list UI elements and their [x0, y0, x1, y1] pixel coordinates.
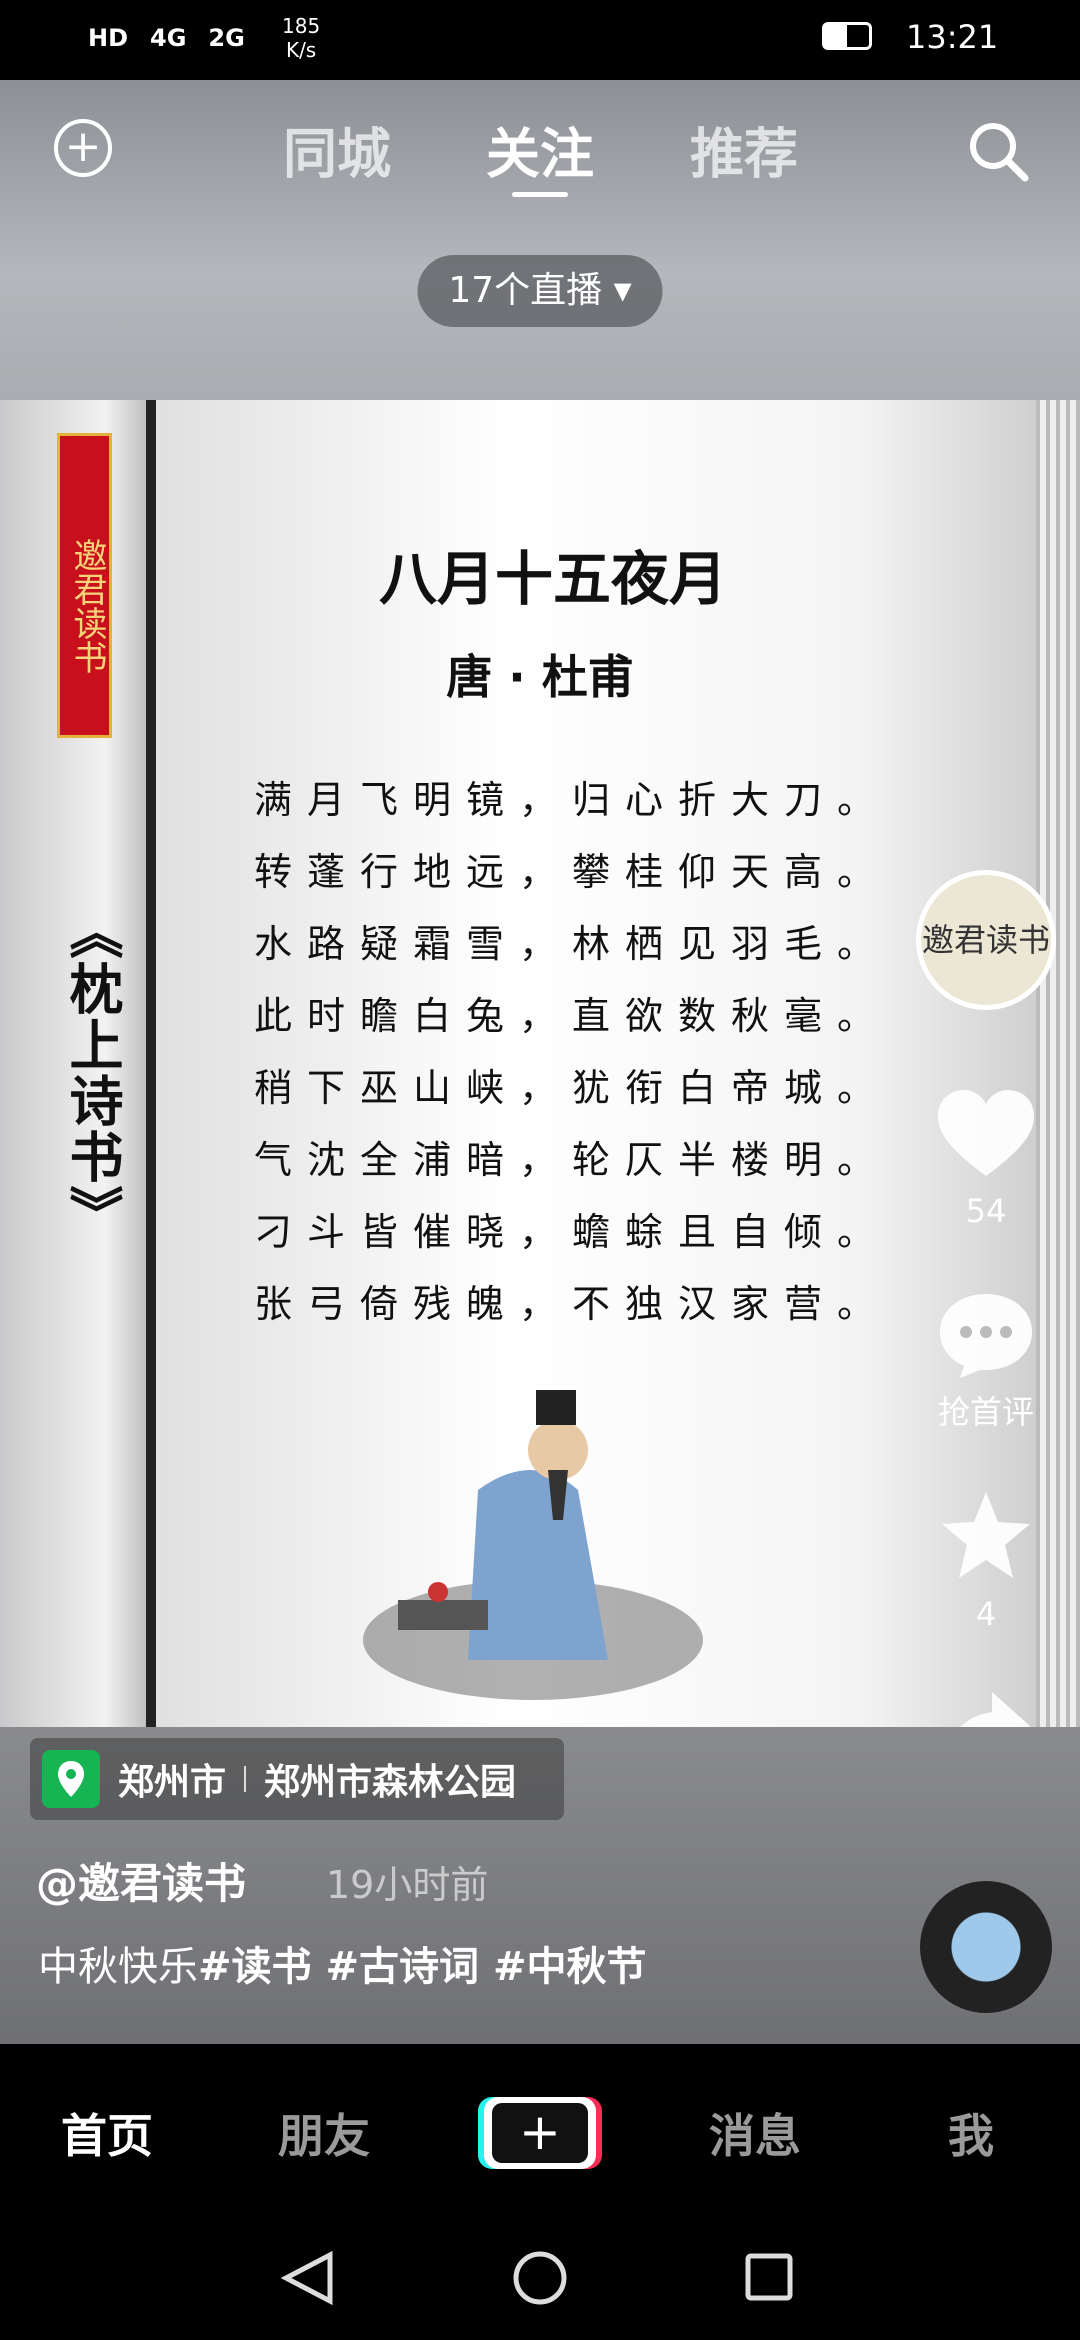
avatar-text: 邀君读书: [922, 921, 1051, 959]
tab-active[interactable]: 关注: [486, 122, 594, 186]
add-button[interactable]: +: [54, 119, 112, 177]
page-edge: [1036, 400, 1080, 1727]
tab[interactable]: 同城: [283, 122, 391, 186]
poem-page: [156, 400, 1036, 1727]
hashtag[interactable]: #读书: [198, 1944, 312, 1990]
poem-line: 此时瞻白兔，直欲数秋毫。: [254, 994, 891, 1038]
live-pill[interactable]: 17个直播 ▾: [417, 255, 663, 327]
music-disc[interactable]: [920, 1881, 1052, 2013]
avatar[interactable]: 邀君读书: [916, 870, 1056, 1010]
posted-time: 19小时前: [326, 1863, 489, 1907]
location-pill[interactable]: 郑州市 郑州市森林公园: [30, 1738, 564, 1820]
comment-label: 抢首评: [937, 1393, 1035, 1431]
nav-home[interactable]: 首页: [61, 2109, 153, 2163]
nav-me[interactable]: 我: [948, 2109, 994, 2163]
signal-icons: HD 4G 2G: [88, 24, 245, 52]
poem-line: 稍下巫山峡，犹衔白帝城。: [254, 1066, 891, 1110]
tab[interactable]: 推荐: [690, 122, 798, 186]
clock: 13:21: [906, 18, 999, 56]
poem-line: 气沈全浦暗，轮仄半楼明。: [254, 1138, 891, 1182]
net-2g: 2G: [208, 24, 245, 52]
hashtag[interactable]: #古诗词: [325, 1944, 480, 1990]
username[interactable]: @邀君读书: [36, 1859, 247, 1908]
search-icon[interactable]: [965, 118, 1031, 184]
tab-indicator: [512, 192, 568, 197]
live-count: 17个直播: [448, 270, 603, 311]
create-plus: +: [492, 2103, 588, 2163]
status-bar: [0, 0, 1080, 80]
location-icon: [42, 1750, 100, 1808]
poem-line: 满月飞明镜，归心折大刀。: [254, 778, 891, 822]
speed-value: 185: [282, 14, 321, 38]
create-button[interactable]: +: [484, 2097, 596, 2169]
battery: [822, 22, 872, 50]
speed-unit: K/s: [285, 38, 317, 62]
hd: HD: [88, 24, 129, 52]
poem-lines: 满月飞明镜，归心折大刀。 转蓬行地远，攀桂仰天高。 水路疑霜雪，林栖见羽毛。 此时瞻白…: [254, 764, 890, 1340]
system-nav: [280, 2250, 793, 2306]
back-button[interactable]: [280, 2250, 333, 2306]
poem-line: 水路疑霜雪，林栖见羽毛。: [254, 922, 891, 966]
comment-icon[interactable]: [938, 1290, 1034, 1380]
like-count: 54: [965, 1192, 1007, 1230]
caption-text: 中秋快乐: [38, 1944, 198, 1990]
nav-messages[interactable]: 消息: [709, 2109, 801, 2163]
location-city: 郑州市: [118, 1762, 227, 1803]
like-icon[interactable]: [938, 1090, 1034, 1180]
red-banner: 邀君读书: [57, 433, 112, 738]
battery-level: [825, 25, 847, 47]
home-button[interactable]: [513, 2251, 567, 2305]
speed: 185 K/s: [282, 14, 320, 62]
poem-line: 转蓬行地远，攀桂仰天高。: [254, 850, 891, 894]
favorite-count: 4: [975, 1595, 997, 1633]
poet-illustration: [363, 1390, 703, 1700]
poem-title: 八月十五夜月: [378, 545, 728, 613]
top-background: [0, 80, 1080, 400]
divider: [244, 1766, 247, 1792]
panel-edge: [146, 400, 156, 1727]
poem-line: 刁斗皆催晓，蟾蜍且自倾。: [254, 1210, 891, 1254]
poem-author: 唐 · 杜甫: [446, 650, 634, 704]
recents-button[interactable]: [745, 2253, 793, 2301]
net-4g: 4G: [150, 24, 187, 52]
caption: 中秋快乐 #读书 #古诗词 #中秋节: [38, 1934, 647, 1992]
vertical-title: 《枕上诗书》: [60, 905, 123, 1241]
location-place: 郑州市森林公园: [264, 1762, 517, 1803]
hashtag[interactable]: #中秋节: [493, 1944, 647, 1990]
poem-line: 张弓倚残魄，不独汉家营。: [254, 1282, 891, 1326]
favorite-icon[interactable]: [940, 1490, 1032, 1580]
nav-friends[interactable]: 朋友: [278, 2109, 370, 2163]
